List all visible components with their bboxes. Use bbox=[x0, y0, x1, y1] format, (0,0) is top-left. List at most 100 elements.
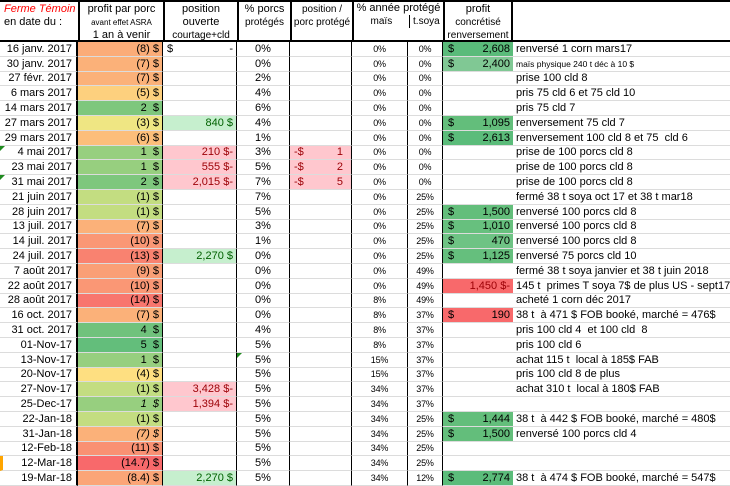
soy-pct-cell[interactable]: 37% bbox=[408, 338, 443, 353]
soy-pct-cell[interactable]: 0% bbox=[408, 130, 443, 146]
profit-per-pig-cell[interactable]: (13) $ bbox=[78, 249, 163, 264]
soy-pct-cell[interactable]: 0% bbox=[408, 71, 443, 87]
realized-profit-cell[interactable]: $2,400 bbox=[443, 56, 513, 72]
realized-profit-cell[interactable]: $1,500 bbox=[443, 204, 513, 220]
open-position-cell[interactable] bbox=[163, 412, 237, 427]
pct-pigs-protected-cell[interactable]: 0% bbox=[237, 278, 290, 294]
header-pct-year-protected[interactable]: % année protégé maïs t.soya bbox=[352, 2, 443, 40]
note-cell[interactable]: prise de 100 porcs cld 8 bbox=[513, 175, 730, 190]
header-profit-per-pig[interactable]: profit par porc avant effet ASRA 1 an à … bbox=[78, 2, 163, 40]
realized-profit-cell[interactable]: $1,125 bbox=[443, 249, 513, 264]
profit-per-pig-cell[interactable]: (1) $ bbox=[78, 204, 163, 220]
note-cell[interactable]: achat 310 t local à 180$ FAB bbox=[513, 382, 730, 398]
note-cell[interactable]: renversement 75 cld 7 bbox=[513, 116, 730, 131]
note-cell[interactable]: 38 t à 471 $ FOB booké, marché = 476$ bbox=[513, 308, 730, 324]
profit-per-pig-cell[interactable]: (10) $ bbox=[78, 234, 163, 250]
note-cell[interactable] bbox=[513, 397, 730, 412]
soy-pct-cell[interactable]: 25% bbox=[408, 426, 443, 442]
corn-pct-cell[interactable]: 8% bbox=[352, 323, 408, 338]
pct-pigs-protected-cell[interactable]: 5% bbox=[237, 397, 290, 412]
open-position-cell[interactable] bbox=[163, 367, 237, 383]
position-per-pig-cell[interactable] bbox=[290, 71, 352, 87]
note-cell[interactable]: prise 100 cld 8 bbox=[513, 72, 730, 87]
open-position-cell[interactable] bbox=[163, 56, 237, 72]
corn-pct-cell[interactable]: 0% bbox=[352, 219, 408, 235]
soy-pct-cell[interactable]: 12% bbox=[408, 471, 443, 486]
pct-pigs-protected-cell[interactable]: 3% bbox=[237, 219, 290, 235]
position-per-pig-cell[interactable] bbox=[290, 190, 352, 205]
note-cell[interactable]: pris 75 cld 6 et 75 cld 10 bbox=[513, 86, 730, 102]
soy-pct-cell[interactable]: 37% bbox=[408, 308, 443, 324]
profit-per-pig-cell[interactable]: (5) $ bbox=[78, 86, 163, 102]
corn-pct-cell[interactable]: 0% bbox=[352, 278, 408, 294]
pct-pigs-protected-cell[interactable]: 5% bbox=[237, 456, 290, 472]
position-per-pig-cell[interactable] bbox=[290, 204, 352, 220]
realized-profit-cell[interactable]: $190 bbox=[443, 308, 513, 324]
corn-pct-cell[interactable]: 8% bbox=[352, 338, 408, 353]
realized-profit-cell[interactable]: $1,500 bbox=[443, 426, 513, 442]
pct-pigs-protected-cell[interactable]: 0% bbox=[237, 42, 290, 57]
date-cell[interactable]: 25-Dec-17 bbox=[0, 397, 78, 412]
soy-pct-cell[interactable]: 25% bbox=[408, 441, 443, 457]
profit-per-pig-cell[interactable]: (14.7) $ bbox=[78, 456, 163, 472]
pct-pigs-protected-cell[interactable]: 6% bbox=[237, 101, 290, 116]
position-per-pig-cell[interactable] bbox=[290, 323, 352, 338]
position-per-pig-cell[interactable] bbox=[290, 42, 352, 57]
position-per-pig-cell[interactable] bbox=[290, 101, 352, 116]
profit-per-pig-cell[interactable]: (11) $ bbox=[78, 441, 163, 457]
corn-pct-cell[interactable]: 0% bbox=[352, 130, 408, 146]
realized-profit-cell[interactable] bbox=[443, 353, 513, 368]
open-position-cell[interactable] bbox=[163, 264, 237, 279]
header-position-per-pig[interactable]: position / porc protégé bbox=[290, 2, 352, 40]
date-cell[interactable]: 31 oct. 2017 bbox=[0, 323, 78, 338]
header-open-position[interactable]: position ouverte courtage+cld bbox=[163, 2, 237, 40]
date-cell[interactable]: 22-Jan-18 bbox=[0, 412, 78, 427]
date-cell[interactable]: 23 mai 2017 bbox=[0, 160, 78, 176]
note-cell[interactable]: renversé 100 porcs cld 8 bbox=[513, 234, 730, 250]
pct-pigs-protected-cell[interactable]: 5% bbox=[237, 471, 290, 486]
open-position-cell[interactable]: 555 $- bbox=[163, 160, 237, 176]
open-position-cell[interactable] bbox=[163, 190, 237, 205]
note-cell[interactable]: 38 t à 442 $ FOB booké, marché = 480$ bbox=[513, 412, 730, 427]
profit-per-pig-cell[interactable]: 1 $ bbox=[78, 397, 163, 412]
soy-pct-cell[interactable]: 25% bbox=[408, 204, 443, 220]
realized-profit-cell[interactable] bbox=[443, 456, 513, 472]
position-per-pig-cell[interactable] bbox=[290, 219, 352, 235]
note-cell[interactable]: fermé 38 t soya janvier et 38 t juin 201… bbox=[513, 264, 730, 279]
position-per-pig-cell[interactable] bbox=[290, 367, 352, 383]
realized-profit-cell[interactable] bbox=[443, 190, 513, 205]
position-per-pig-cell[interactable] bbox=[290, 412, 352, 427]
realized-profit-cell[interactable] bbox=[443, 146, 513, 161]
soy-pct-cell[interactable]: 37% bbox=[408, 352, 443, 368]
realized-profit-cell[interactable] bbox=[443, 397, 513, 412]
open-position-cell[interactable] bbox=[163, 293, 237, 309]
pct-pigs-protected-cell[interactable]: 0% bbox=[237, 264, 290, 279]
pct-pigs-protected-cell[interactable]: 0% bbox=[237, 56, 290, 72]
date-cell[interactable]: 14 mars 2017 bbox=[0, 101, 78, 116]
note-cell[interactable]: renversé 75 porcs cld 10 bbox=[513, 249, 730, 264]
profit-per-pig-cell[interactable]: (1) $ bbox=[78, 190, 163, 205]
corn-pct-cell[interactable]: 0% bbox=[352, 116, 408, 131]
soy-pct-cell[interactable]: 0% bbox=[408, 101, 443, 116]
realized-profit-cell[interactable] bbox=[443, 160, 513, 176]
open-position-cell[interactable] bbox=[163, 71, 237, 87]
corn-pct-cell[interactable]: 34% bbox=[352, 426, 408, 442]
note-cell[interactable]: achat 115 t local à 185$ FAB bbox=[513, 353, 730, 368]
note-cell[interactable]: renversé 1 corn mars17 bbox=[513, 42, 730, 57]
soy-pct-cell[interactable]: 25% bbox=[408, 234, 443, 250]
open-position-cell[interactable] bbox=[163, 338, 237, 353]
position-per-pig-cell[interactable] bbox=[290, 338, 352, 353]
open-position-cell[interactable] bbox=[163, 308, 237, 324]
position-per-pig-cell[interactable] bbox=[290, 264, 352, 279]
corn-pct-cell[interactable]: 8% bbox=[352, 293, 408, 309]
note-cell[interactable]: pris 100 cld 8 de plus bbox=[513, 368, 730, 383]
soy-pct-cell[interactable]: 49% bbox=[408, 278, 443, 294]
open-position-cell[interactable] bbox=[163, 101, 237, 116]
note-cell[interactable]: maïs physique 240 t déc à 10 $ bbox=[513, 57, 730, 72]
soy-pct-cell[interactable]: 0% bbox=[408, 175, 443, 190]
date-cell[interactable]: 13-Nov-17 bbox=[0, 352, 78, 368]
note-cell[interactable]: prise de 100 porcs cld 8 bbox=[513, 160, 730, 176]
corn-pct-cell[interactable]: 34% bbox=[352, 412, 408, 427]
pct-pigs-protected-cell[interactable]: 2% bbox=[237, 71, 290, 87]
open-position-cell[interactable] bbox=[163, 441, 237, 457]
